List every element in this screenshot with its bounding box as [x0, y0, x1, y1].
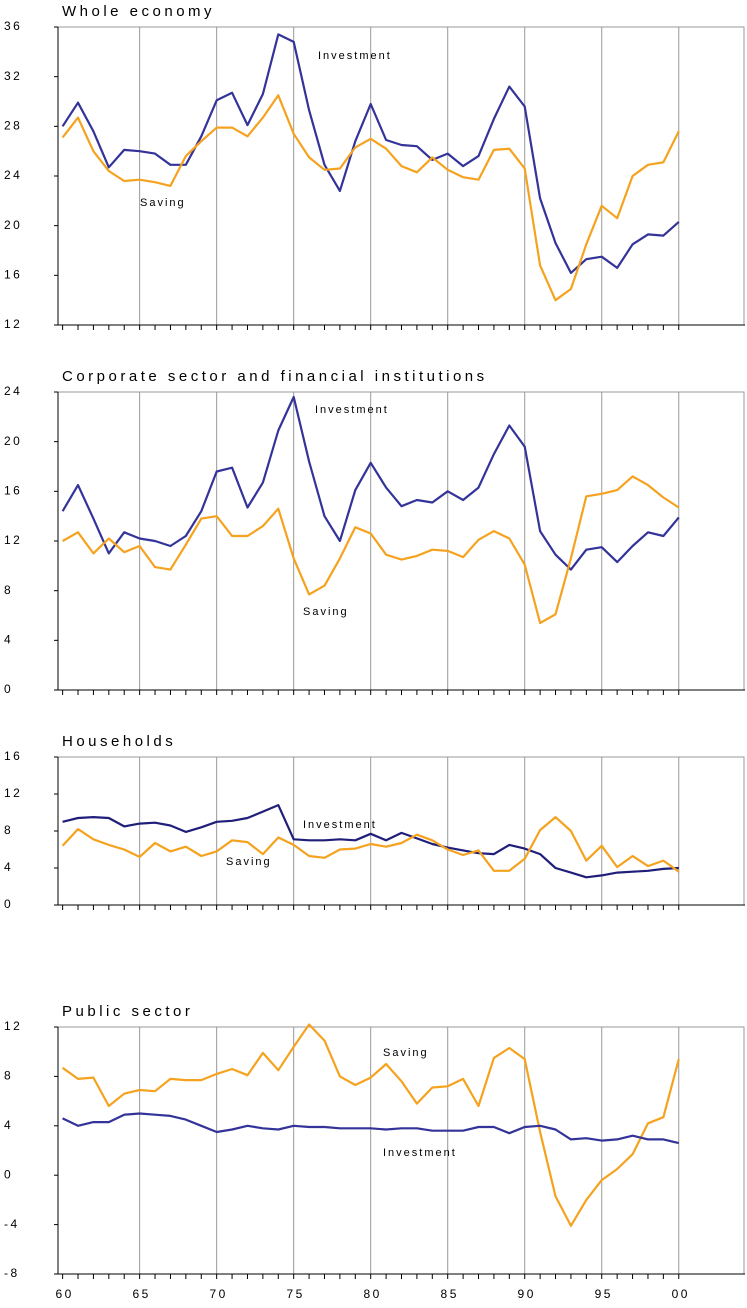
y-tick-label: 8 — [4, 583, 13, 597]
y-tick-label: -4 — [4, 1217, 20, 1231]
plot-frame — [57, 391, 745, 691]
y-tick-label: 0 — [4, 1167, 13, 1181]
x-tick-label: 75 — [286, 1287, 304, 1301]
series-line — [62, 1112, 680, 1145]
plot-frame — [57, 756, 745, 906]
y-tick-label: 8 — [4, 823, 13, 837]
y-tick-label: 32 — [4, 69, 22, 83]
series-label: Investment — [318, 50, 392, 62]
series-line — [61, 395, 680, 571]
y-tick-label: 28 — [4, 119, 22, 133]
y-tick-label: 16 — [4, 484, 22, 498]
series-label: Saving — [140, 197, 186, 209]
y-tick-label: 16 — [4, 268, 22, 282]
y-tick-label: 20 — [4, 218, 22, 232]
y-tick-label: 12 — [4, 533, 22, 547]
y-tick-label: 12 — [4, 786, 22, 800]
series-label: Investment — [303, 819, 377, 831]
y-tick-label: 16 — [4, 749, 22, 763]
series-label: Saving — [226, 856, 272, 868]
series-label: Saving — [383, 1047, 429, 1059]
y-tick-label: 24 — [4, 168, 22, 182]
y-tick-label: 12 — [4, 317, 22, 331]
y-tick-label: 36 — [4, 19, 22, 33]
series-label: Investment — [383, 1147, 457, 1159]
y-tick-label: 0 — [4, 682, 13, 696]
series-line — [61, 94, 680, 302]
y-tick-label: -8 — [4, 1266, 20, 1280]
chart-title: Households — [62, 733, 176, 750]
x-tick-label: 95 — [595, 1287, 613, 1301]
y-tick-label: 4 — [4, 860, 13, 874]
series-line — [61, 816, 680, 873]
series-line — [62, 804, 679, 879]
series-line — [61, 1023, 680, 1227]
y-tick-label: 0 — [4, 897, 13, 911]
chart-title: Public sector — [62, 1003, 193, 1020]
y-tick-label: 20 — [4, 434, 22, 448]
y-tick-label: 12 — [4, 1019, 22, 1033]
chart-title: Corporate sector and financial instituti… — [62, 368, 488, 385]
chart-title: Whole economy — [62, 3, 215, 20]
x-tick-label: 85 — [441, 1287, 459, 1301]
series-line — [62, 475, 680, 625]
x-tick-label: 90 — [518, 1287, 536, 1301]
x-tick-label: 60 — [55, 1287, 73, 1301]
y-tick-label: 24 — [4, 384, 22, 398]
x-tick-label: 80 — [364, 1287, 382, 1301]
y-tick-label: 8 — [4, 1069, 13, 1083]
y-tick-label: 4 — [4, 633, 13, 647]
plot-frame — [57, 26, 745, 326]
x-tick-label: 70 — [209, 1287, 227, 1301]
x-tick-label: 00 — [672, 1287, 690, 1301]
y-tick-label: 4 — [4, 1118, 13, 1132]
series-line — [61, 33, 680, 274]
series-label: Investment — [315, 404, 389, 416]
x-tick-label: 65 — [132, 1287, 150, 1301]
series-label: Saving — [303, 606, 349, 618]
